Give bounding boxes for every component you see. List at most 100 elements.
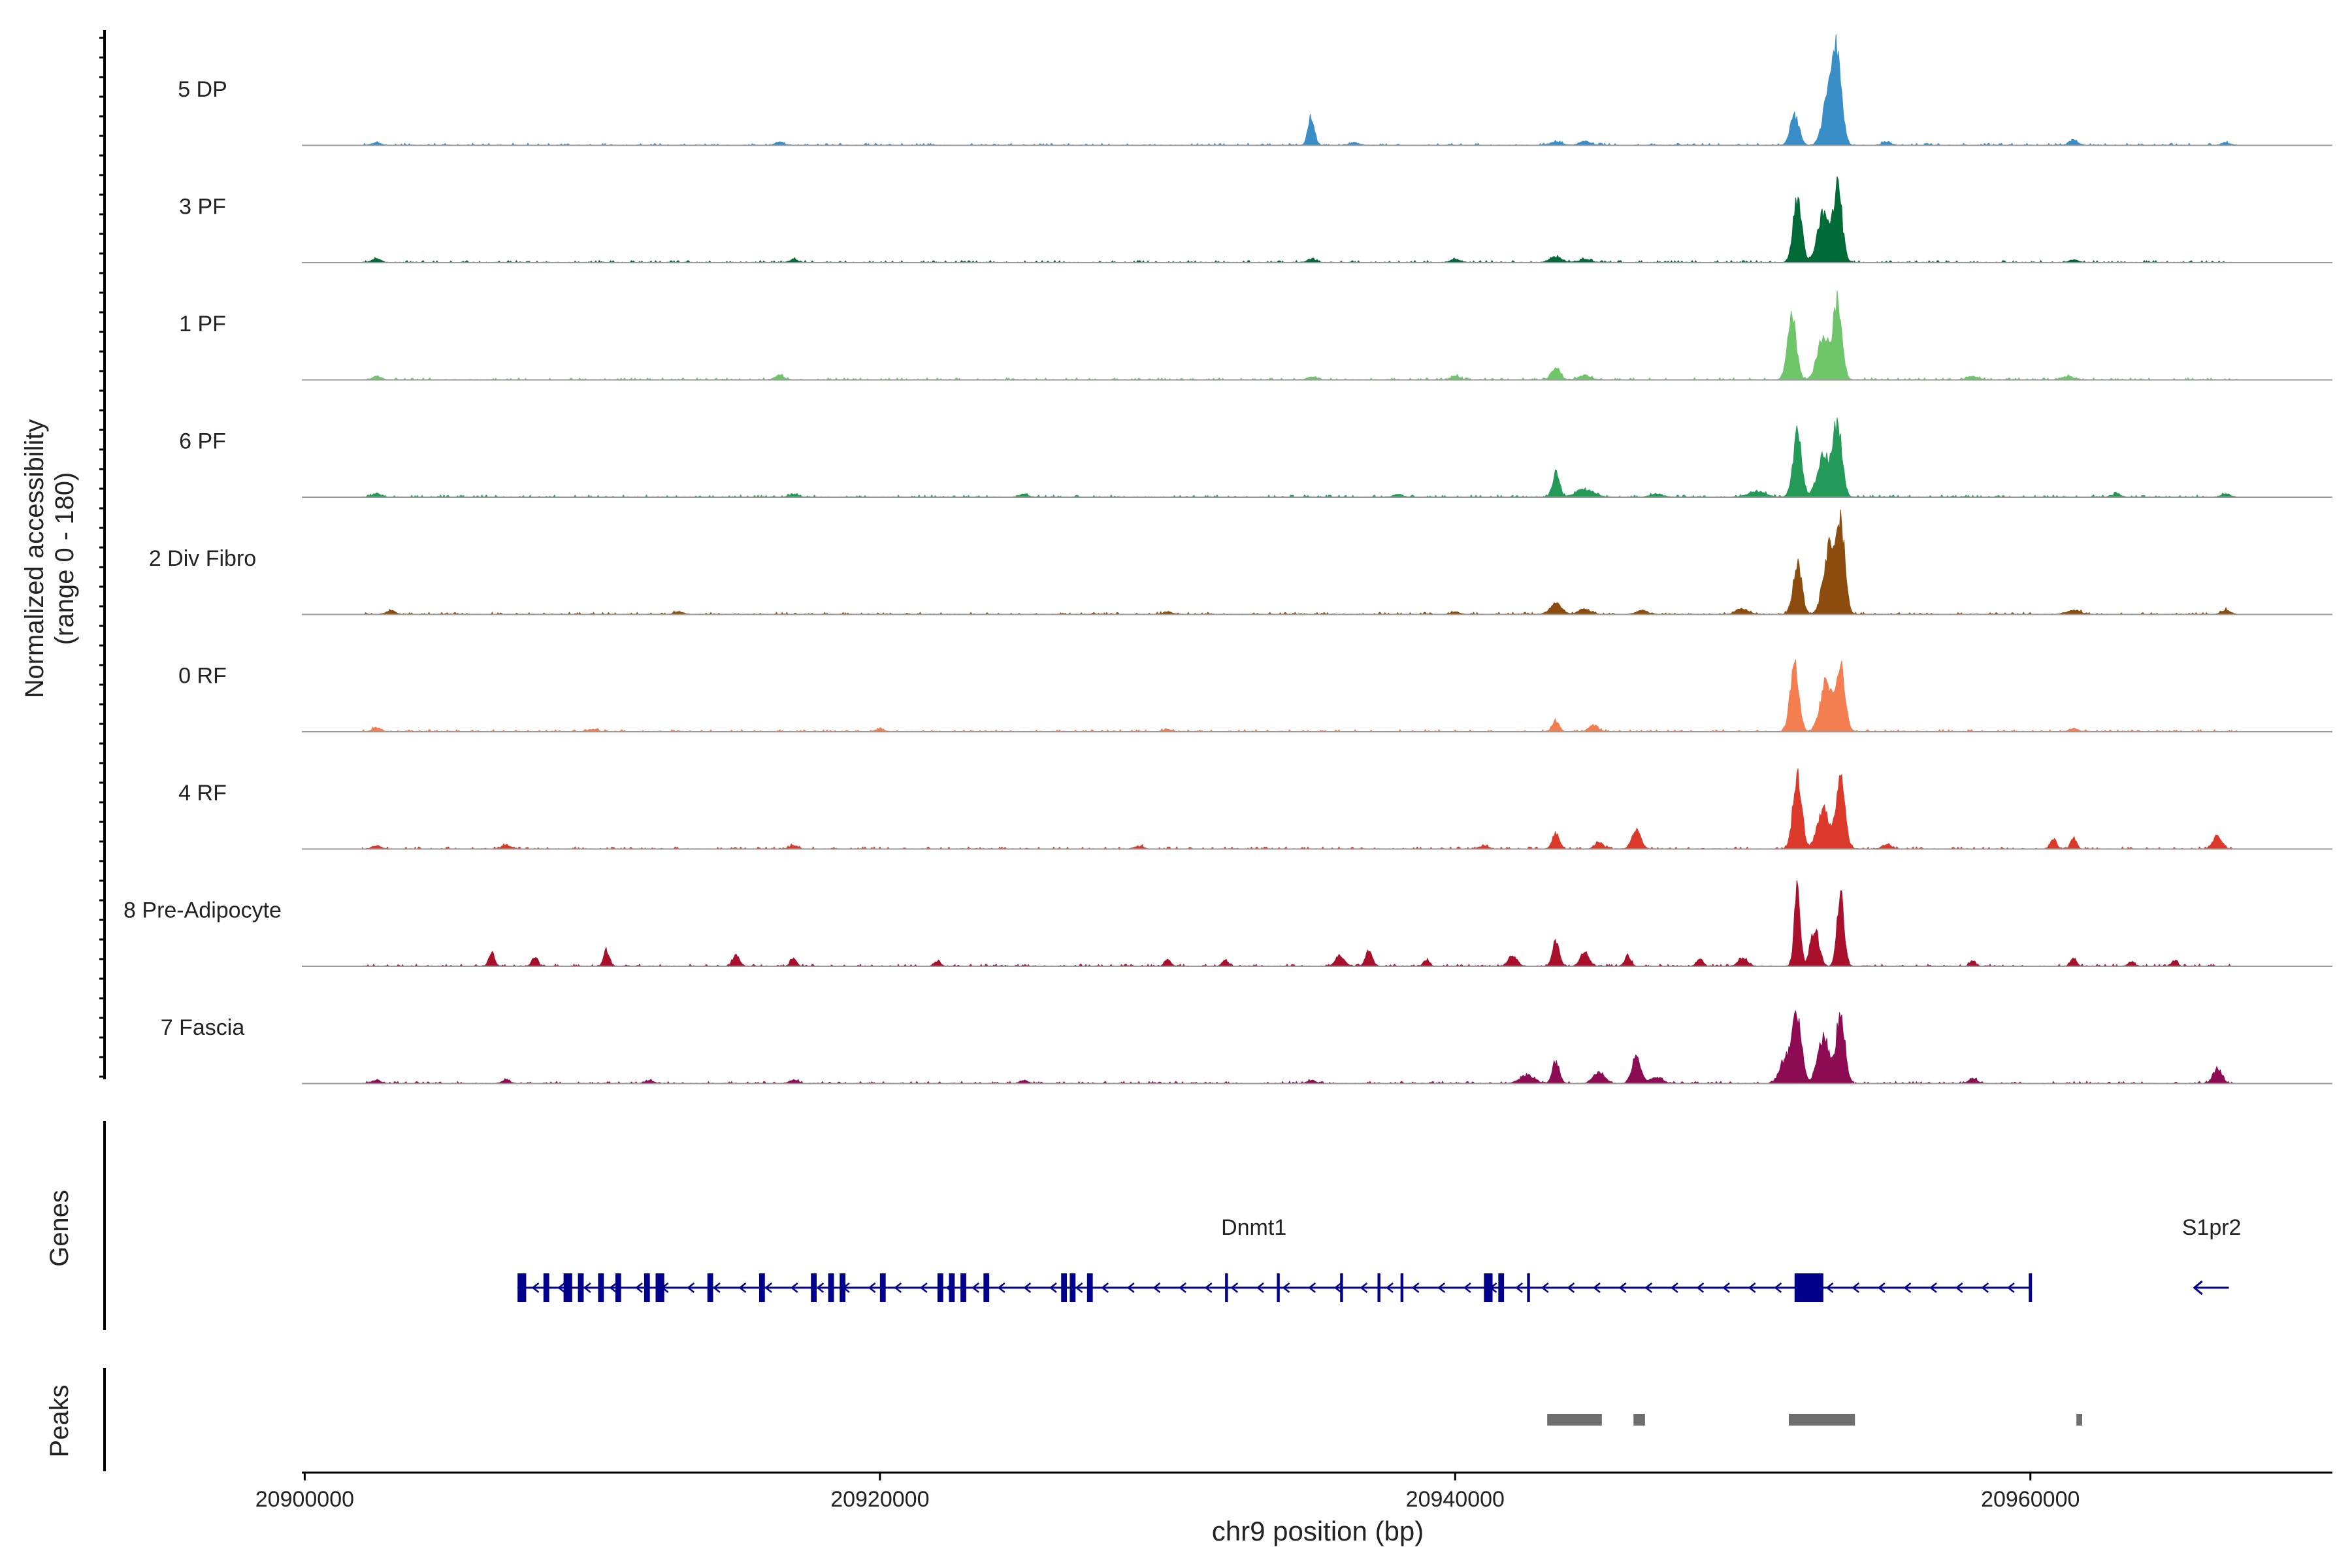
gene-dnmt1: Dnmt1 — [517, 1215, 2033, 1302]
strand-arrow — [1852, 1282, 1859, 1293]
strand-arrow — [894, 1282, 902, 1293]
strand-arrow — [1644, 1282, 1653, 1293]
coverage-area — [361, 659, 2238, 732]
gene-exon — [1225, 1273, 1228, 1302]
strand-arrow — [841, 1282, 850, 1293]
strand-arrow — [919, 1282, 928, 1293]
strand-arrow — [1541, 1282, 1549, 1293]
strand-arrow — [1126, 1282, 1135, 1293]
strand-arrow — [1955, 1282, 1963, 1293]
track-label: 7 Fascia — [161, 1015, 245, 1040]
peak-region — [1788, 1414, 1855, 1426]
track-2-div-fibro: 2 Div Fibro — [149, 510, 2332, 615]
gene-annotation-track: Dnmt1 S1pr2 — [517, 1215, 2241, 1302]
track-8-pre-adipocyte: 8 Pre-Adipocyte — [123, 880, 2332, 967]
x-tick-label: 20900000 — [255, 1487, 354, 1512]
x-tick-label: 20920000 — [830, 1487, 929, 1512]
gene-exon — [1340, 1273, 1343, 1302]
gene-exon — [1400, 1273, 1404, 1302]
strand-arrow — [764, 1282, 772, 1293]
gene-exon — [759, 1273, 765, 1302]
x-axis: 20900000 20920000 20940000 20960000 — [255, 1473, 2080, 1512]
coverage-area — [361, 510, 2238, 615]
gene-exon — [960, 1273, 966, 1302]
strand-arrow — [1618, 1282, 1627, 1293]
gene-exon — [828, 1273, 834, 1302]
strand-arrow — [1670, 1282, 1678, 1293]
gene-exon — [543, 1273, 549, 1302]
x-tick-label: 20940000 — [1406, 1487, 1505, 1512]
gene-exon — [1070, 1273, 1076, 1302]
track-label: 8 Pre-Adipocyte — [123, 898, 282, 923]
strand-arrow — [583, 1282, 591, 1293]
strand-arrow — [1152, 1282, 1161, 1293]
strand-arrow — [1463, 1282, 1471, 1293]
track-label: 5 DP — [178, 77, 227, 102]
y-axis-title-line2: (range 0 - 180) — [50, 472, 79, 645]
gene-exon — [707, 1273, 713, 1302]
track-label: 4 RF — [178, 781, 227, 806]
strand-arrow — [1308, 1282, 1316, 1293]
track-6-pf: 6 PF — [179, 417, 2332, 498]
peak-region — [1547, 1414, 1602, 1426]
strand-arrow — [712, 1282, 721, 1293]
strand-arrow — [1256, 1282, 1264, 1293]
strand-arrow — [1360, 1282, 1368, 1293]
strand-arrow — [1515, 1282, 1523, 1293]
genes-track-label: Genes — [45, 1190, 74, 1267]
peak-region — [2076, 1414, 2083, 1426]
gene-exon — [879, 1273, 886, 1302]
strand-arrow — [1023, 1282, 1032, 1293]
strand-arrow — [687, 1282, 695, 1293]
y-axis-title: Normalized accessibility (range 0 - 180) — [20, 419, 79, 698]
gene-exon — [1086, 1273, 1093, 1302]
track-5-dp: 5 DP — [178, 34, 2332, 146]
gene-label: Dnmt1 — [1221, 1215, 1286, 1240]
strand-arrow — [997, 1282, 1005, 1293]
strand-arrow — [1075, 1282, 1083, 1293]
strand-arrow — [1179, 1282, 1186, 1293]
gene-exon — [578, 1273, 584, 1302]
gene-exon — [517, 1273, 527, 1302]
coverage-area — [361, 1009, 2238, 1085]
coverage-area — [361, 176, 2238, 263]
coverage-tracks: 5 DP 3 PF 1 PF 6 PF 2 Div Fibro 0 RF 4 RF 8 Pre… — [123, 34, 2332, 1085]
track-7-fascia: 7 Fascia — [161, 1009, 2332, 1085]
strand-arrow — [1333, 1282, 1342, 1293]
strand-arrow — [816, 1282, 825, 1293]
gene-exon — [655, 1273, 664, 1302]
gene-exon — [983, 1273, 990, 1302]
coverage-y-axis — [99, 30, 106, 1079]
strand-arrow — [557, 1282, 565, 1293]
coverage-area — [361, 290, 2238, 381]
strand-arrow — [531, 1282, 540, 1293]
strand-arrow — [609, 1282, 617, 1293]
gene-s1pr2: S1pr2 — [2182, 1215, 2241, 1296]
strand-arrow — [1748, 1282, 1756, 1293]
strand-arrow — [1230, 1282, 1239, 1293]
strand-arrow — [1799, 1282, 1808, 1293]
coverage-area — [361, 417, 2238, 498]
strand-arrow — [1437, 1282, 1446, 1293]
gene-exon — [598, 1273, 604, 1302]
coverage-area — [361, 34, 2238, 146]
strand-arrow — [972, 1282, 979, 1293]
strand-arrow — [1929, 1282, 1937, 1293]
strand-arrow — [1386, 1282, 1394, 1293]
track-1-pf: 1 PF — [179, 290, 2332, 381]
strand-arrow — [738, 1282, 747, 1293]
strand-arrow — [2193, 1280, 2203, 1296]
strand-arrow — [1774, 1282, 1782, 1293]
strand-arrow — [1722, 1282, 1730, 1293]
strand-arrow — [2006, 1282, 2015, 1293]
track-label: 1 PF — [179, 312, 226, 336]
strand-arrow — [1282, 1282, 1290, 1293]
track-label: 0 RF — [178, 664, 227, 689]
strand-arrow — [790, 1282, 798, 1293]
coverage-area — [361, 768, 2238, 850]
strand-arrow — [1877, 1282, 1886, 1293]
x-tick-label: 20960000 — [1981, 1487, 2080, 1512]
gene-exon — [1794, 1273, 1823, 1302]
strand-arrow — [1204, 1282, 1213, 1293]
track-4-rf: 4 RF — [178, 768, 2332, 850]
